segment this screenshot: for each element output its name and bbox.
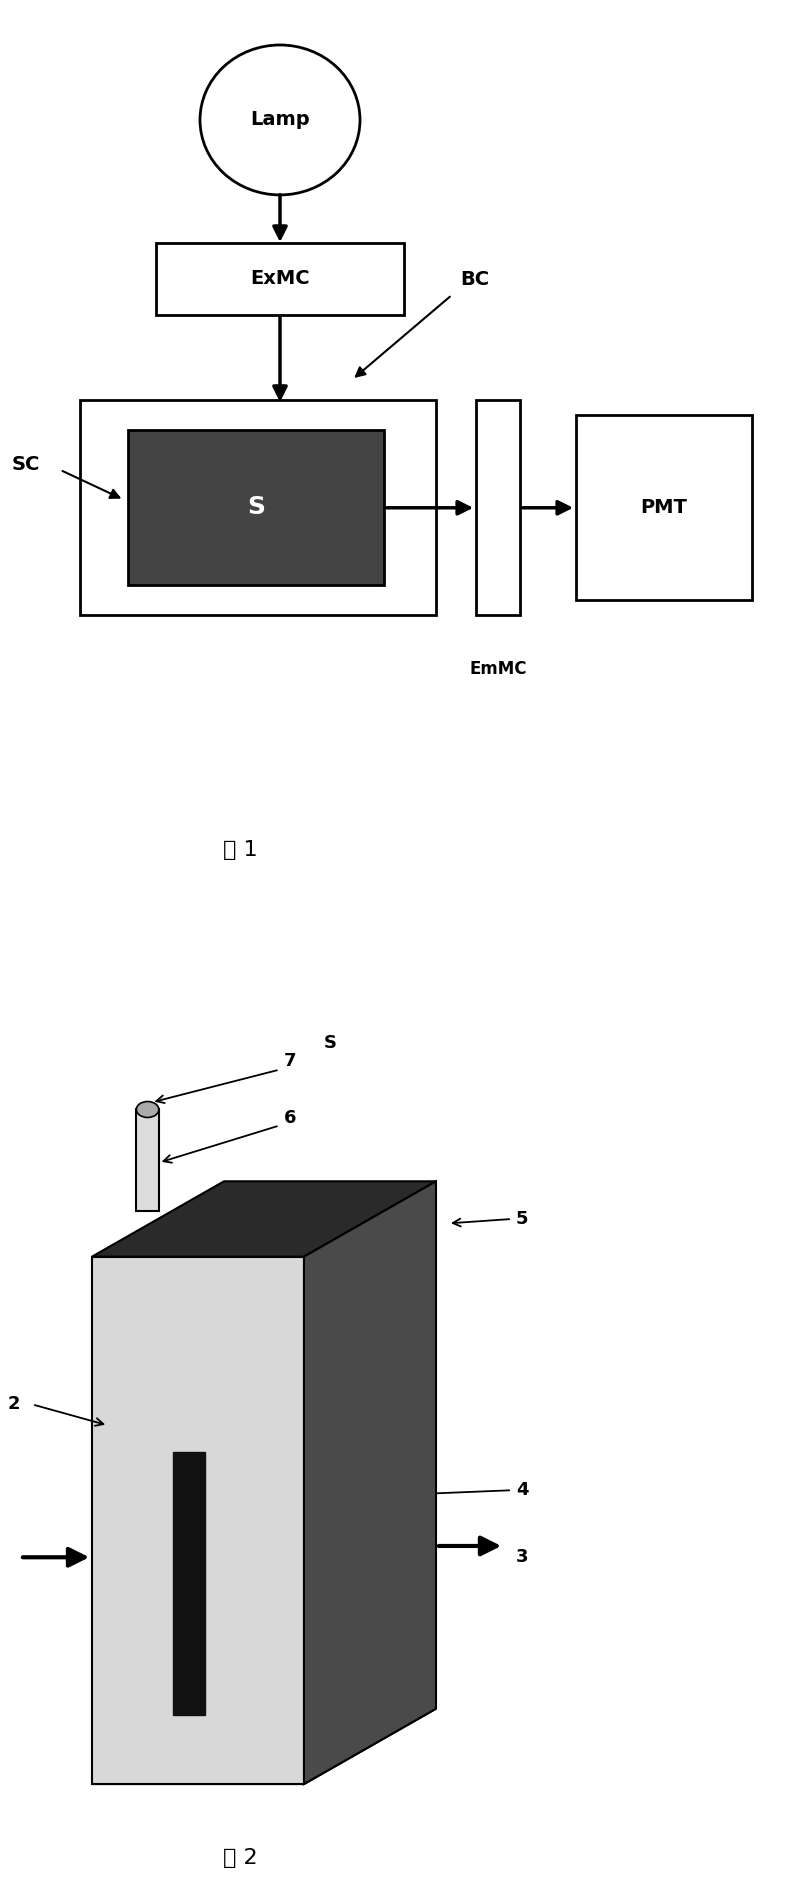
Text: 3: 3 (516, 1548, 529, 1565)
Text: PMT: PMT (641, 498, 687, 517)
FancyBboxPatch shape (156, 243, 404, 315)
Text: 2: 2 (7, 1396, 20, 1413)
Text: BC: BC (460, 270, 489, 289)
Ellipse shape (200, 45, 360, 194)
FancyBboxPatch shape (92, 1256, 304, 1784)
Text: EmMC: EmMC (470, 660, 526, 677)
FancyBboxPatch shape (136, 1109, 158, 1211)
Text: 5: 5 (516, 1211, 529, 1228)
FancyBboxPatch shape (80, 400, 436, 615)
Polygon shape (304, 1181, 436, 1784)
Ellipse shape (136, 1101, 158, 1118)
FancyBboxPatch shape (576, 415, 752, 600)
Text: SC: SC (12, 455, 40, 473)
Text: 图 1: 图 1 (222, 839, 258, 860)
Text: ExMC: ExMC (250, 270, 310, 289)
FancyBboxPatch shape (476, 400, 520, 615)
FancyBboxPatch shape (128, 430, 384, 585)
Polygon shape (92, 1709, 436, 1784)
Text: 4: 4 (516, 1481, 529, 1499)
Text: S: S (323, 1034, 337, 1052)
Polygon shape (92, 1181, 436, 1256)
Text: 图 2: 图 2 (222, 1848, 258, 1867)
Text: 7: 7 (284, 1052, 296, 1069)
Text: 6: 6 (284, 1109, 296, 1128)
Text: Lamp: Lamp (250, 111, 310, 130)
Text: S: S (247, 496, 265, 519)
FancyBboxPatch shape (173, 1452, 205, 1716)
